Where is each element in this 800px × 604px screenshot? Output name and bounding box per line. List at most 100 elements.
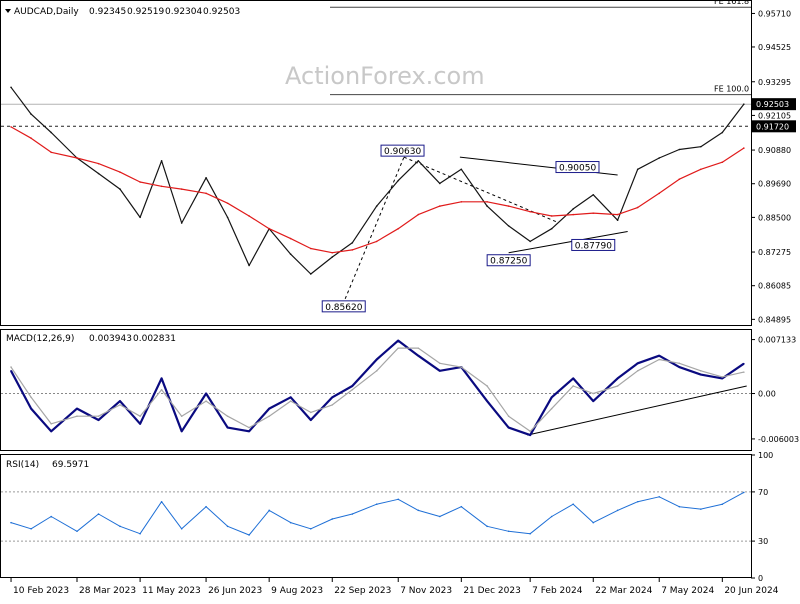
data-point-signal bbox=[205, 400, 207, 402]
data-point-rsi bbox=[76, 530, 78, 533]
data-point-close bbox=[289, 253, 292, 255]
symbol-menu-icon[interactable] bbox=[5, 9, 11, 13]
y-tick-label: 0 bbox=[758, 574, 763, 583]
data-point-close bbox=[10, 86, 12, 89]
data-point-rsi bbox=[636, 500, 639, 503]
price-annotation: 0.87790 bbox=[575, 241, 612, 251]
data-point-ma bbox=[658, 192, 661, 195]
data-point-rsi bbox=[417, 509, 420, 512]
trendline bbox=[508, 231, 628, 254]
data-point-close bbox=[572, 208, 574, 210]
data-point-rsi bbox=[226, 525, 229, 528]
data-point-signal bbox=[30, 396, 32, 399]
data-point-macd bbox=[507, 426, 510, 429]
data-point-rsi bbox=[529, 532, 531, 535]
data-point-signal bbox=[743, 371, 745, 373]
close-value: 0.92503 bbox=[203, 7, 240, 17]
data-point-ma bbox=[721, 161, 724, 164]
data-point-signal bbox=[351, 388, 354, 391]
data-point-rsi bbox=[205, 505, 207, 508]
data-point-signal bbox=[700, 370, 702, 372]
x-tick-label: 11 May 2023 bbox=[142, 586, 201, 596]
data-point-macd bbox=[417, 354, 420, 357]
y-tick-label: 0.89690 bbox=[758, 180, 791, 189]
data-point-signal bbox=[331, 404, 334, 406]
data-point-macd bbox=[439, 370, 441, 372]
data-point-close bbox=[119, 188, 121, 190]
data-point-ma bbox=[50, 151, 52, 154]
data-point-rsi bbox=[351, 513, 354, 515]
data-point-macd bbox=[592, 400, 595, 402]
data-point-signal bbox=[397, 347, 400, 349]
x-tick-label: 10 Feb 2023 bbox=[13, 586, 69, 596]
data-point-rsi bbox=[486, 525, 488, 528]
data-point-macd bbox=[375, 358, 378, 361]
data-point-ma bbox=[550, 215, 553, 217]
data-point-rsi bbox=[592, 521, 595, 524]
y-tick-label: 70 bbox=[758, 488, 768, 497]
data-point-close bbox=[248, 264, 250, 267]
data-point-macd bbox=[160, 377, 163, 380]
data-point-close bbox=[529, 240, 531, 243]
open-value: 0.92345 bbox=[89, 7, 126, 17]
data-point-rsi bbox=[180, 528, 183, 530]
data-point-rsi bbox=[375, 503, 378, 506]
data-point-signal bbox=[572, 385, 574, 387]
data-point-ma bbox=[248, 215, 250, 217]
data-point-rsi bbox=[439, 515, 441, 518]
macd-signal-value: 0.002831 bbox=[133, 334, 176, 344]
data-point-signal bbox=[486, 385, 488, 387]
data-point-macd bbox=[289, 396, 292, 399]
data-point-macd bbox=[636, 362, 639, 365]
rsi-value: 69.5971 bbox=[52, 460, 89, 470]
data-point-ma bbox=[678, 178, 681, 180]
price-annotation: 0.90050 bbox=[559, 164, 596, 174]
data-point-ma bbox=[351, 249, 354, 251]
data-point-ma bbox=[460, 201, 463, 203]
data-point-rsi bbox=[550, 515, 553, 518]
data-point-rsi bbox=[616, 509, 619, 512]
data-point-rsi bbox=[721, 503, 724, 506]
price-annotation: 0.90630 bbox=[384, 147, 421, 157]
level-price-label: 0.91720 bbox=[756, 122, 789, 131]
data-point-ma bbox=[572, 213, 574, 216]
data-point-signal bbox=[592, 392, 595, 395]
data-point-rsi bbox=[160, 500, 163, 503]
data-point-rsi bbox=[289, 521, 292, 524]
high-value: 0.92519 bbox=[127, 7, 164, 17]
data-point-close bbox=[97, 172, 100, 175]
data-point-signal bbox=[507, 415, 510, 418]
price-annotation: 0.85620 bbox=[325, 303, 362, 313]
data-point-macd bbox=[397, 339, 400, 342]
data-point-macd bbox=[351, 385, 354, 387]
x-tick-label: 22 Sep 2023 bbox=[334, 586, 391, 596]
data-point-ma bbox=[529, 210, 531, 213]
data-point-signal bbox=[97, 415, 100, 418]
data-point-close bbox=[50, 131, 52, 134]
y-tick-label: 0.92105 bbox=[758, 111, 791, 120]
data-point-rsi bbox=[507, 530, 510, 533]
data-point-close bbox=[351, 242, 354, 244]
data-point-close bbox=[331, 256, 334, 258]
data-point-macd bbox=[119, 400, 121, 402]
y-tick-label: 0.87275 bbox=[758, 248, 791, 257]
data-point-macd bbox=[248, 430, 250, 433]
data-point-close bbox=[592, 193, 595, 196]
data-point-rsi bbox=[119, 525, 121, 528]
data-point-macd bbox=[700, 373, 702, 376]
data-point-ma bbox=[592, 212, 595, 214]
data-point-macd bbox=[616, 377, 619, 380]
x-tick-label: 7 Feb 2024 bbox=[532, 586, 583, 596]
data-point-ma bbox=[180, 188, 183, 190]
data-point-close bbox=[139, 216, 141, 219]
symbol-label: AUDCAD,Daily bbox=[14, 7, 79, 17]
data-point-signal bbox=[180, 415, 183, 418]
macd-label: MACD(12,26,9) bbox=[6, 334, 74, 344]
data-point-signal bbox=[375, 370, 378, 372]
data-point-ma bbox=[375, 240, 378, 243]
data-point-rsi bbox=[268, 509, 270, 512]
data-point-signal bbox=[550, 407, 553, 410]
x-tick-label: 21 Dec 2023 bbox=[463, 586, 521, 596]
trendline bbox=[527, 385, 747, 436]
